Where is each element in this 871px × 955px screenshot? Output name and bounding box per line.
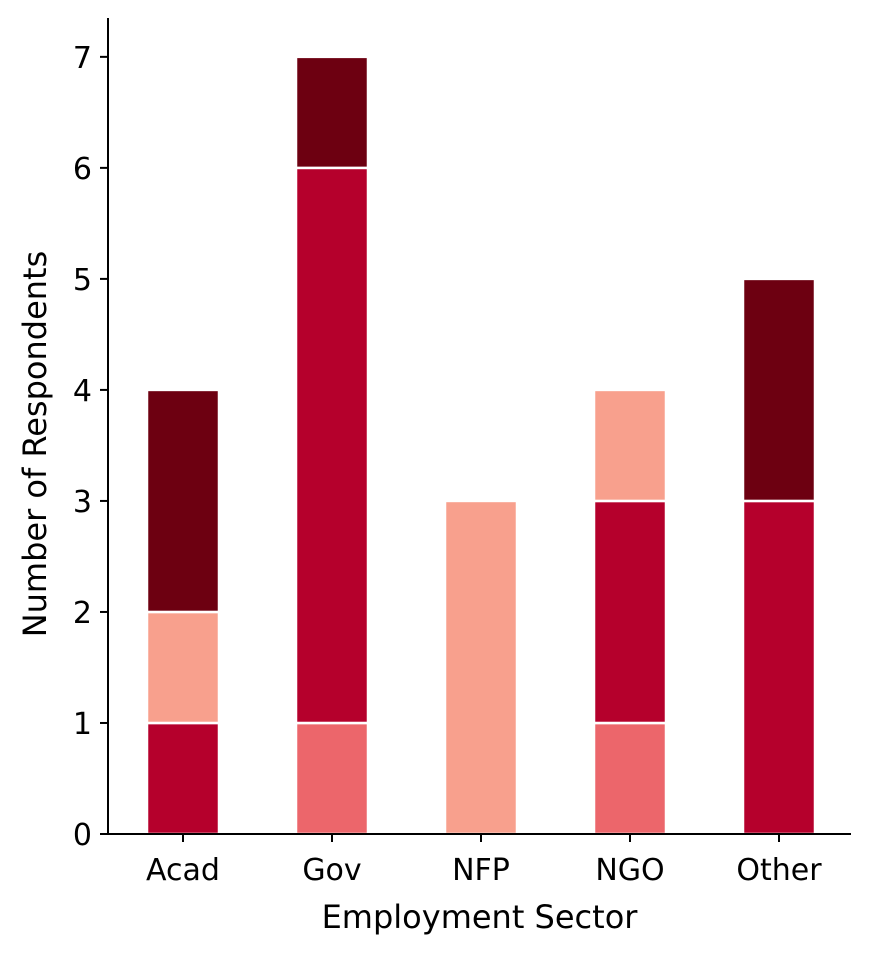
y-tick-label: 6: [73, 152, 92, 187]
y-axis-title: Number of Respondents: [16, 251, 54, 638]
bar-segment-ngo-1-3: [592, 499, 668, 725]
bar-segment-gov-1-6: [294, 166, 370, 725]
bar-segment-acad-0-1: [145, 721, 221, 836]
x-tick-label: NGO: [595, 853, 664, 888]
bar-segment-ngo-3-4: [592, 388, 668, 503]
x-axis-title: Employment Sector: [322, 898, 639, 936]
x-tick-label: Acad: [146, 853, 220, 888]
x-axis-ticks: Acad Gov NFP NGO Other: [146, 834, 822, 888]
bar-segment-other-3-5: [741, 277, 817, 503]
y-tick-label: 0: [73, 818, 92, 853]
bar-segment-gov-0-1: [294, 721, 370, 836]
y-tick-label: 7: [73, 41, 92, 76]
bar-segment-other-0-3: [741, 499, 817, 836]
x-tick-label: Other: [736, 853, 822, 888]
bar-segment-nfp-0-3: [443, 499, 519, 836]
y-axis-ticks: 0 1 2 3 4 5 6 7: [73, 41, 108, 853]
y-tick-label: 2: [73, 596, 92, 631]
y-tick-label: 1: [73, 707, 92, 742]
y-tick-label: 4: [73, 374, 92, 409]
bar-segment-gov-6-7: [294, 55, 370, 170]
bars-group: [145, 55, 817, 836]
bar-segment-acad-1-2: [145, 610, 221, 725]
x-tick-label: NFP: [452, 853, 510, 888]
y-tick-label: 5: [73, 263, 92, 298]
y-tick-label: 3: [73, 485, 92, 520]
bar-segment-acad-2-4: [145, 388, 221, 614]
bar-segment-ngo-0-1: [592, 721, 668, 836]
x-tick-label: Gov: [302, 853, 361, 888]
